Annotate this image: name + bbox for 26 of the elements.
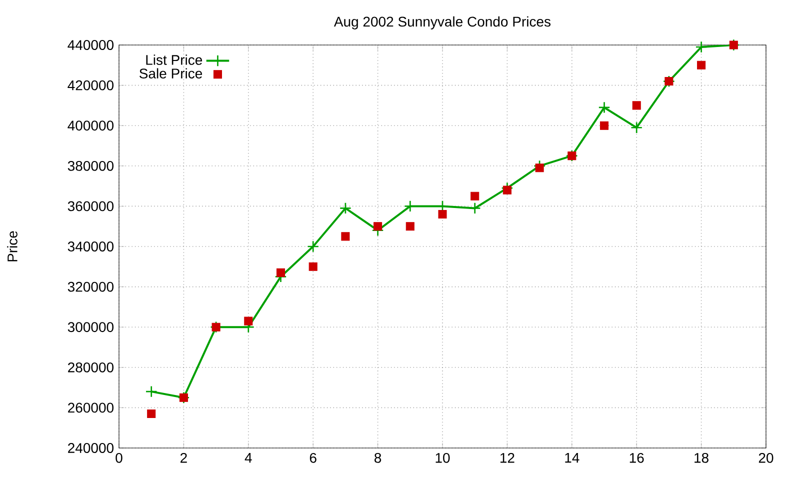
x-tick-label: 16 bbox=[630, 452, 644, 463]
x-tick-label: 0 bbox=[116, 452, 122, 463]
y-tick-label: 420000 bbox=[68, 80, 114, 90]
x-tick-label: 2 bbox=[180, 452, 187, 463]
x-tick-label: 4 bbox=[244, 452, 252, 463]
x-tick-label: 10 bbox=[436, 452, 450, 463]
y-tick-label: 300000 bbox=[68, 322, 114, 332]
y-tick-label: 280000 bbox=[68, 362, 114, 372]
y-axis-title: Price bbox=[7, 231, 18, 262]
y-tick-label: 400000 bbox=[68, 120, 114, 131]
y-tick-label: 380000 bbox=[68, 160, 114, 171]
y-tick-label: 360000 bbox=[68, 201, 114, 212]
y-tick-label: 260000 bbox=[68, 402, 114, 413]
x-tick-label: 12 bbox=[500, 452, 514, 463]
chart-title: Aug 2002 Sunnyvale Condo Prices bbox=[334, 16, 551, 30]
x-tick-label: 8 bbox=[374, 452, 382, 463]
y-tick-label: 440000 bbox=[68, 40, 114, 50]
x-tick-label: 6 bbox=[310, 452, 316, 463]
x-tick-label: 18 bbox=[694, 452, 708, 463]
y-tick-label: 340000 bbox=[68, 242, 114, 252]
y-tick-label: 320000 bbox=[68, 282, 114, 292]
y-tick-label: 240000 bbox=[68, 443, 114, 453]
x-tick-label: 14 bbox=[565, 452, 580, 463]
legend-label: List Price bbox=[146, 54, 202, 65]
x-tick-label: 20 bbox=[758, 452, 774, 463]
legend-label: Sale Price bbox=[140, 68, 202, 78]
